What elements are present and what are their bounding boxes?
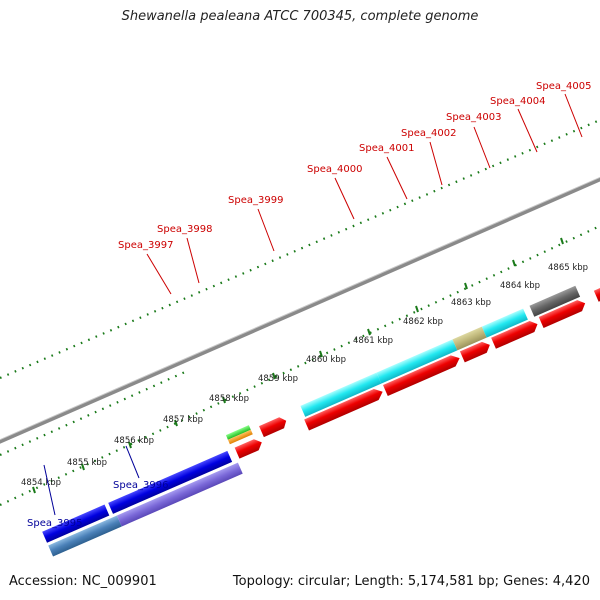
gene-spea-3995-block[interactable] [48,515,122,557]
gene-spea-3998-arrow[interactable] [259,415,289,438]
map-title: Shewanella pealeana ATCC 700345, complet… [121,9,479,24]
gene-spea-4003-dark[interactable] [529,285,581,317]
gene-label-spea-4003[interactable]: Spea_4003 [446,112,501,123]
gene-spea-3996-block[interactable] [116,462,243,527]
gene-label-spea-3995[interactable]: Spea_3995 [27,518,82,529]
gene-spea-4000-arrow[interactable] [382,353,462,397]
gene-label-spea-3999[interactable]: Spea_3999 [228,195,283,206]
gene-spea-4001-khaki[interactable] [452,326,487,351]
gene-blue-right[interactable] [108,450,233,514]
gene-label-spea-3997[interactable]: Spea_3997 [118,240,173,251]
kbp-label-4856: 4856 kbp [114,436,154,446]
gene-spea-4000-cyan[interactable] [376,339,458,384]
kbp-label-4862: 4862 kbp [403,317,443,327]
leader-lines [43,93,583,516]
genome-backbone [0,177,600,444]
gene-label-spea-4004[interactable]: Spea_4004 [490,96,545,107]
gene-label-spea-3996[interactable]: Spea_3996 [113,480,168,491]
genome-backbone-highlight [0,176,600,441]
gene-spea-4004-arrow[interactable] [593,280,600,302]
gene-spea-4002-arrow[interactable] [491,319,540,349]
kbp-label-4865: 4865 kbp [548,263,588,273]
kbp-label-4857: 4857 kbp [163,415,203,425]
gene-spea-4002-cyan[interactable] [481,308,528,338]
gene-spea-3997-green[interactable] [225,425,251,440]
kbp-label-4855: 4855 kbp [67,458,107,468]
gene-spea-3999-cyan[interactable] [300,372,382,417]
genome-summary-text: Topology: circular; Length: 5,174,581 bp… [232,574,590,589]
gene-spea-3997-orange[interactable] [227,429,253,445]
gene-label-spea-4001[interactable]: Spea_4001 [359,143,414,154]
gene-spea-3999-arrow[interactable] [304,386,385,431]
gene-label-spea-3998[interactable]: Spea_3998 [157,224,212,235]
kbp-label-4861: 4861 kbp [353,336,393,346]
kbp-label-4863: 4863 kbp [451,298,491,308]
gene-label-spea-4000[interactable]: Spea_4000 [307,164,362,175]
kbp-label-4859: 4859 kbp [258,374,298,384]
gene-label-spea-4005[interactable]: Spea_4005 [536,81,591,92]
kbp-label-4864: 4864 kbp [500,281,540,291]
tick-row-outer [0,118,600,380]
gene-label-spea-4002[interactable]: Spea_4002 [401,128,456,139]
gene-spea-4001-arrow[interactable] [459,339,492,363]
tick-row-lower [0,370,186,457]
kbp-label-4858: 4858 kbp [209,394,249,404]
kbp-label-4854: 4854 kbp [21,478,61,488]
gene-spea-3997-arrow[interactable] [234,437,265,459]
major-ticks [32,237,564,494]
accession-text: Accession: NC_009901 [9,574,157,589]
gene-blue-left[interactable] [42,504,110,543]
kbp-label-4860: 4860 kbp [306,355,346,365]
gene-spea-4003-arrow[interactable] [538,298,588,328]
